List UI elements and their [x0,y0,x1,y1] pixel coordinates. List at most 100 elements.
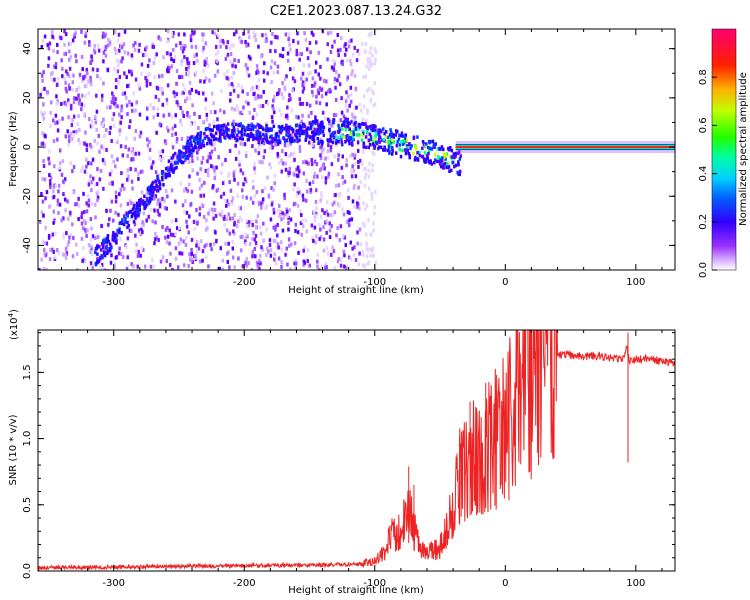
heatmap-cell [228,149,232,154]
heatmap-cell [294,127,297,132]
heatmap-cell [247,261,250,266]
heatmap-cell [252,254,256,259]
heatmap-cell [456,151,460,156]
heatmap-cell [181,203,185,208]
heatmap-cell [149,207,152,212]
heatmap-cell [266,71,269,76]
heatmap-cell [272,98,275,103]
heatmap-cell [228,136,231,140]
heatmap-cell [270,59,274,64]
heatmap-cell [105,240,109,244]
heatmap-cell [325,265,329,270]
heatmap-cell [434,142,437,146]
heatmap-cell [231,240,234,245]
heatmap-cell [346,108,349,113]
heatmap-cell [191,168,194,173]
heatmap-cell [449,146,452,150]
heatmap-cell [387,140,391,144]
heatmap-cell [174,246,178,251]
heatmap-cell [138,210,141,215]
heatmap-cell [44,225,47,230]
heatmap-cell [304,136,308,140]
heatmap-cell [99,76,102,81]
heatmap-cell [336,226,339,231]
heatmap-cell [334,141,338,145]
heatmap-cell [256,214,260,219]
heatmap-cell [171,34,175,39]
heatmap-cell [111,91,114,96]
heatmap-cell [444,153,448,158]
heatmap-cell [62,216,65,221]
heatmap-cell [186,135,189,140]
heatmap-cell [239,136,242,141]
heatmap-cell [317,131,320,136]
heatmap-cell [301,193,305,198]
heatmap-cell [212,119,216,124]
heatmap-cell [321,175,324,180]
heatmap-cell [189,91,192,96]
heatmap-cell [299,209,302,214]
heatmap-cell [302,160,305,165]
heatmap-cell [170,188,174,193]
heatmap-cell [369,137,373,142]
heatmap-cell [364,207,367,212]
heatmap-cell [156,208,160,213]
heatmap-cell [295,136,299,140]
heatmap-cell [317,91,321,96]
heatmap-cell [314,199,318,204]
heatmap-cell [271,139,275,144]
heatmap-cell [244,153,248,158]
heatmap-cell [199,131,202,135]
heatmap-cell [39,92,42,97]
heatmap-cell [282,136,285,140]
heatmap-cell [68,66,72,71]
heatmap-cell [454,151,458,156]
heatmap-cell [232,88,236,93]
heatmap-cell [276,151,279,156]
heatmap-cell [281,47,285,52]
heatmap-cell [110,168,113,173]
heatmap-cell [218,266,221,270]
heatmap-cell [67,115,70,120]
heatmap-cell [235,224,239,229]
heatmap-cell [373,146,376,150]
heatmap-cell [62,235,65,240]
heatmap-cell [190,30,194,35]
heatmap-cell [68,235,71,240]
heatmap-cell [41,131,44,136]
heatmap-cell [87,243,91,248]
heatmap-cell [306,126,310,130]
heatmap-cell [311,143,314,148]
heatmap-cell [239,168,243,173]
heatmap-cell [245,195,248,200]
heatmap-cell [58,165,62,170]
heatmap-cell [294,261,298,266]
heatmap-cell [272,110,276,115]
heatmap-cell [251,144,254,149]
heatmap-cell [239,248,243,253]
heatmap-cell [340,142,344,147]
heatmap-cell [137,249,140,254]
heatmap-cell [374,128,377,133]
heatmap-cell [175,69,179,74]
heatmap-cell [333,61,336,66]
heatmap-cell [265,227,268,232]
heatmap-cell [68,74,71,79]
heatmap-cell [344,243,348,248]
heatmap-cell [192,61,196,66]
heatmap-cell [209,132,213,137]
heatmap-cell [296,173,300,178]
heatmap-cell [123,29,127,34]
heatmap-cell [164,227,168,232]
heatmap-cell [80,54,84,59]
heatmap-cell [74,53,77,58]
heatmap-cell [270,115,274,120]
heatmap-cell [193,111,196,116]
heatmap-cell [246,70,249,75]
heatmap-cell [56,128,60,133]
heatmap-cell [110,253,113,258]
heatmap-cell [164,141,168,146]
heatmap-cell [332,118,336,122]
heatmap-cell [287,154,291,159]
heatmap-cell [201,144,204,148]
